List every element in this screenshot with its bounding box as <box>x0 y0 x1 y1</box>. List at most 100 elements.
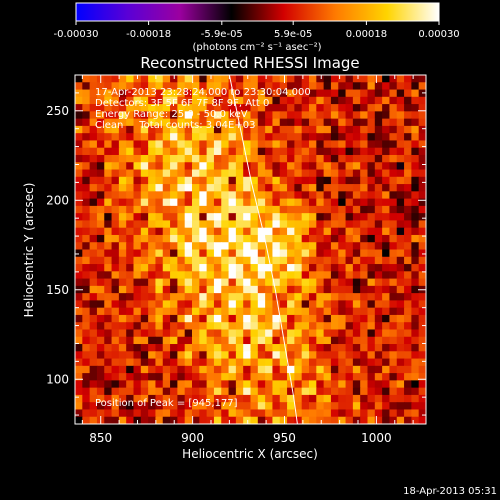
heatmap-cell <box>382 111 391 120</box>
heatmap-cell <box>206 365 215 374</box>
heatmap-cell <box>155 184 164 192</box>
heatmap-cell <box>411 191 420 200</box>
heatmap-cell <box>155 256 164 265</box>
heatmap-cell <box>294 140 303 149</box>
heatmap-cell <box>265 380 274 389</box>
heatmap-cell <box>118 104 127 112</box>
heatmap-cell <box>89 147 98 156</box>
heatmap-cell <box>272 96 281 105</box>
heatmap-cell <box>148 373 157 381</box>
heatmap-cell <box>287 75 295 83</box>
heatmap-cell <box>404 314 412 323</box>
heatmap-cell <box>301 300 310 309</box>
heatmap-cell <box>221 365 230 374</box>
heatmap-cell <box>374 96 383 105</box>
heatmap-cell <box>418 82 426 91</box>
heatmap-cell <box>162 394 171 403</box>
heatmap-cell <box>330 111 339 120</box>
heatmap-cell <box>301 380 310 389</box>
heatmap-cell <box>294 191 303 200</box>
heatmap-cell <box>352 133 361 142</box>
heatmap-cell <box>89 118 98 127</box>
heatmap-cell <box>206 154 215 163</box>
heatmap-cell <box>396 271 405 280</box>
heatmap-cell <box>111 293 120 301</box>
heatmap-cell <box>89 365 98 374</box>
heatmap-cell <box>235 104 244 112</box>
heatmap-cell <box>192 329 200 338</box>
heatmap-cell <box>221 140 230 149</box>
heatmap-cell <box>374 104 383 112</box>
heatmap-cell <box>82 133 91 142</box>
heatmap-cell <box>360 365 369 374</box>
heatmap-cell <box>89 205 98 214</box>
heatmap-cell <box>96 227 105 236</box>
heatmap-cell <box>235 293 244 301</box>
heatmap-cell <box>323 184 332 192</box>
heatmap-cell <box>257 373 266 381</box>
heatmap-cell <box>352 271 361 280</box>
heatmap-cell <box>96 242 105 251</box>
heatmap-cell <box>360 205 369 214</box>
heatmap-cell <box>374 278 383 287</box>
heatmap-cell <box>126 75 135 83</box>
heatmap-cell <box>294 271 303 280</box>
heatmap-cell <box>235 96 244 105</box>
heatmap-cell <box>162 111 171 120</box>
heatmap-cell <box>404 285 412 294</box>
heatmap-cell <box>272 344 281 352</box>
heatmap-cell <box>404 220 412 229</box>
heatmap-cell <box>279 184 288 192</box>
heatmap-cell <box>396 256 405 265</box>
heatmap-cell <box>382 271 391 280</box>
heatmap-cell <box>155 293 164 301</box>
heatmap-cell <box>133 351 142 360</box>
heatmap-cell <box>330 264 339 272</box>
heatmap-cell <box>133 140 142 149</box>
heatmap-cell <box>221 358 230 367</box>
heatmap-cell <box>199 205 208 214</box>
heatmap-cell <box>206 264 215 272</box>
heatmap-cell <box>396 293 405 301</box>
heatmap-cell <box>213 104 222 112</box>
heatmap-cell <box>111 118 120 127</box>
heatmap-cell <box>418 365 426 374</box>
heatmap-cell <box>250 387 259 396</box>
heatmap-cell <box>345 256 354 265</box>
heatmap-cell <box>89 162 98 171</box>
heatmap-cell <box>243 162 252 171</box>
heatmap-cell <box>301 89 310 98</box>
heatmap-cell <box>213 227 222 236</box>
heatmap-cell <box>155 147 164 156</box>
heatmap-cell <box>89 314 98 323</box>
heatmap-cell <box>133 227 142 236</box>
heatmap-cell <box>118 344 127 352</box>
heatmap-cell <box>301 125 310 134</box>
heatmap-cell <box>374 285 383 294</box>
heatmap-cell <box>235 220 244 229</box>
heatmap-cell <box>148 307 157 316</box>
heatmap-cell <box>177 169 186 178</box>
heatmap-cell <box>148 191 157 200</box>
heatmap-cell <box>301 322 310 331</box>
heatmap-cell <box>338 89 347 98</box>
heatmap-cell <box>118 198 127 207</box>
heatmap-cell <box>243 322 252 331</box>
heatmap-cell <box>352 213 361 222</box>
heatmap-cell <box>330 89 339 98</box>
heatmap-cell <box>184 278 193 287</box>
heatmap-cell <box>140 351 149 360</box>
heatmap-cell <box>199 387 208 396</box>
heatmap-cell <box>140 104 149 112</box>
heatmap-cell <box>396 162 405 171</box>
heatmap-cell <box>126 402 135 411</box>
heatmap-cell <box>316 191 325 200</box>
heatmap-cell <box>104 184 113 192</box>
heatmap-cell <box>111 300 120 309</box>
heatmap-cell <box>155 133 164 142</box>
heatmap-cell <box>279 256 288 265</box>
heatmap-cell <box>75 358 83 367</box>
heatmap-cell <box>330 329 339 338</box>
heatmap-cell <box>411 256 420 265</box>
heatmap-cell <box>162 402 171 411</box>
